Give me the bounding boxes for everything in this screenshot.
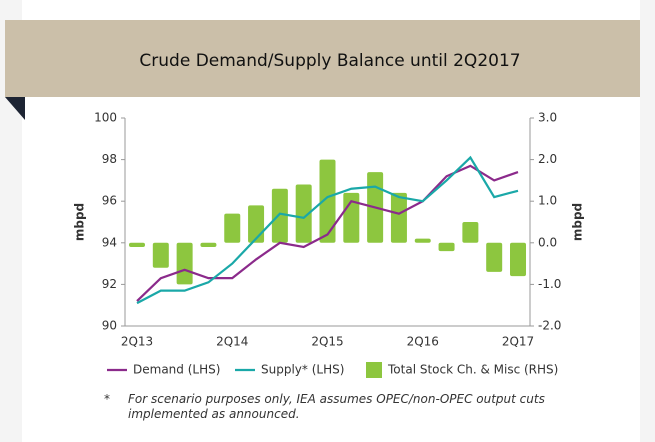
y2-tick-label: 3.0 — [538, 111, 557, 125]
legend-label: Demand (LHS) — [133, 363, 220, 377]
bar — [486, 242, 503, 272]
header-banner — [5, 20, 640, 97]
bar — [200, 242, 217, 247]
x-tick-label: 2Q14 — [216, 335, 248, 349]
bar — [438, 242, 455, 252]
y-tick-label: 96 — [102, 194, 117, 208]
x-tick-label: 2Q16 — [407, 335, 439, 349]
bar — [176, 242, 193, 285]
y2-tick-label: 0.0 — [538, 235, 557, 249]
y-axis-label: mbpd — [73, 203, 87, 241]
bar — [295, 184, 312, 243]
x-tick-label: 2Q13 — [121, 335, 153, 349]
bar — [129, 242, 145, 247]
y-tick-label: 92 — [102, 277, 117, 291]
footnote-marker: * — [104, 392, 110, 406]
bar — [152, 242, 169, 268]
legend-label: Total Stock Ch. & Misc (RHS) — [387, 363, 558, 377]
y2-tick-label: 2.0 — [538, 152, 557, 166]
footnote: For scenario purposes only, IEA assumes … — [128, 392, 545, 421]
y2-tick-label: -2.0 — [538, 319, 561, 333]
chart-title: Crude Demand/Supply Balance until 2Q2017 — [139, 51, 520, 71]
bar — [390, 192, 407, 243]
line — [136, 155, 519, 305]
legend-label: Supply* (LHS) — [261, 363, 344, 377]
corner — [5, 97, 25, 120]
x-tick-label: 2Q17 — [502, 335, 534, 349]
bar — [271, 188, 288, 243]
y-tick-label: 98 — [102, 152, 117, 166]
y2-tick-label: 1.0 — [538, 194, 557, 208]
x-tick-label: 2Q15 — [311, 335, 343, 349]
bar — [414, 238, 431, 243]
y-tick-label: 90 — [102, 319, 117, 333]
bar — [224, 213, 241, 243]
y2-axis-label: mbpd — [571, 203, 585, 241]
y-tick-label: 100 — [94, 111, 117, 125]
legend-swatch — [366, 362, 382, 378]
y-tick-label: 94 — [102, 235, 117, 249]
bar — [510, 242, 526, 277]
y2-tick-label: -1.0 — [538, 277, 561, 291]
bar — [462, 222, 479, 243]
bar — [319, 159, 336, 243]
